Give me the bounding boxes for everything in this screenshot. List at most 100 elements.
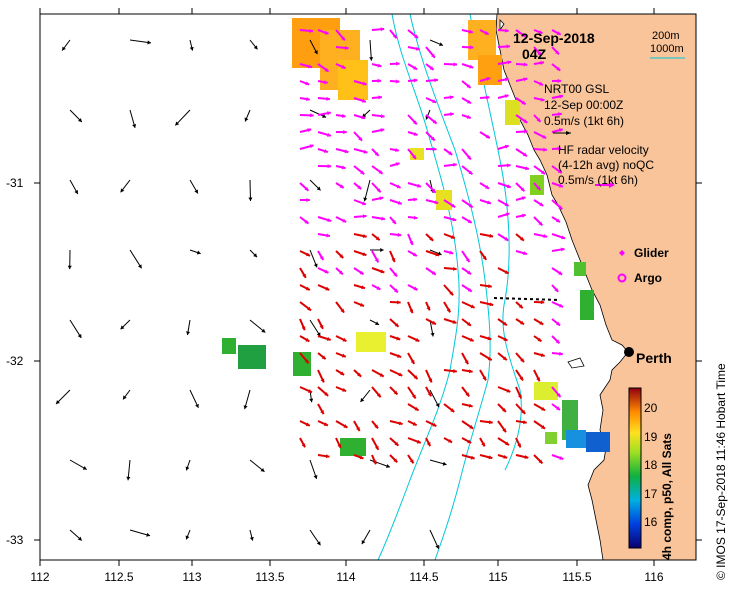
hf-vector-head [449,95,454,100]
credit-text: © IMOS 17-Sep-2018 11:46 Hobart Time [714,363,728,580]
hf-vector-head [555,50,559,55]
hf-vector-head [539,202,544,206]
hf-vector-head [431,270,436,275]
hf-vector-head [502,408,506,412]
hf-vector-head [468,403,473,408]
hf-vector-head [326,96,330,101]
model-vector-head [189,46,194,51]
model-vector-head [77,333,82,338]
hf-vector-head [358,136,363,141]
model-vector-head [261,328,266,333]
model-vector-head [316,332,321,337]
perth-marker-icon [624,347,634,357]
isobath-200-label: 200m [652,30,680,42]
hf-vector-head [306,197,310,203]
hf-vector-head [375,236,380,241]
hf-vector-head [559,456,564,460]
isobath-1000-label: 1000m [650,43,684,55]
hf-title: HF radar velocity [558,143,649,157]
model-vector-head [120,188,125,193]
hf-vector-head [398,372,403,377]
hf-vector-head [343,130,347,135]
hf-vector-head [427,392,432,397]
hf-vector-head [429,66,434,70]
hf-vector-head [341,353,346,358]
hf-vector-head [507,60,512,65]
model-vector-head [435,544,440,549]
hf-vector-head [309,28,314,33]
hf-vector-head [319,255,324,260]
hf-vector-head [409,309,414,314]
model-vector-head [62,46,66,51]
hf-vector-head [487,200,491,205]
model-vector-head [322,114,327,118]
model-vector-head [425,115,430,120]
hf-vector-head [506,44,510,49]
hf-vector-head [359,455,364,460]
model-vector-head [185,535,190,540]
hf-vector-head [517,443,521,448]
hf-vector-head [324,30,329,35]
hf-vector-head [374,424,379,429]
hf-vector-head [470,455,475,460]
hf-vector-head [326,233,330,238]
hf-vector-head [453,62,458,67]
glider-icon [619,250,625,256]
hf-vector-head [428,378,433,383]
model-vector [174,109,191,126]
hf-vector-head [467,270,472,275]
hf-vector-head [343,424,348,428]
hf-vector-head [396,184,401,189]
hf-vector-head [450,235,455,239]
hf-vector-head [504,77,509,82]
hf-radar-vectors [299,27,566,465]
colorbar-label: 4h comp, p50, All Sats [660,433,674,560]
hf-vector-head [340,308,345,313]
x-tick-label: 112.5 [104,570,134,584]
x-tick-label: 113 [182,570,202,584]
model-vector [249,179,252,202]
legend-symbols [553,57,685,357]
hf-vector-head [523,119,528,123]
hf-vector-head [412,421,417,426]
hf-vector-head [413,65,418,70]
hf-vector-head [357,372,362,377]
hf-vector-head [393,272,397,277]
hf-vector-head [469,64,474,69]
hf-vector-head [378,95,382,100]
hf-vector-head [396,336,401,341]
model-vector-head [248,197,253,201]
model-vector-head [363,197,368,202]
model-vector-head [375,321,380,325]
hf-vector-head [555,339,560,344]
hf-vector-head [523,251,528,256]
model-vector-head [132,124,137,128]
hf-vector-head [327,164,332,169]
hf-vector-head [341,165,346,170]
model-vector-head [138,264,142,269]
hf-vector-head [521,32,526,37]
hf-vector-head [523,420,527,425]
model-vector [364,179,371,202]
hf-vector-head [327,218,332,223]
hf-vector-head [356,427,360,432]
hf-vector-head [376,286,381,290]
hf-vector-head [323,422,328,426]
hf-vector-head [485,185,490,189]
hf-vector-head [372,460,377,465]
hf-vector-head [432,99,437,103]
hf-vector-head [393,390,398,395]
hf-vector-head [467,219,472,223]
hf-vector-head [453,162,457,167]
hf-vector-head [525,166,529,171]
hf-vector-head [487,356,492,361]
hf-vector-head [541,425,546,429]
hf-vector-head [449,291,454,296]
hf-vector-head [379,196,384,201]
hf-vector-head [362,252,367,257]
hf-vector-head [325,454,330,459]
model-time: 12-Sep 00:00Z [544,98,624,112]
hf-vector-head [466,321,471,326]
hf-vector-head [558,112,562,117]
hf-vector-head [306,97,310,102]
